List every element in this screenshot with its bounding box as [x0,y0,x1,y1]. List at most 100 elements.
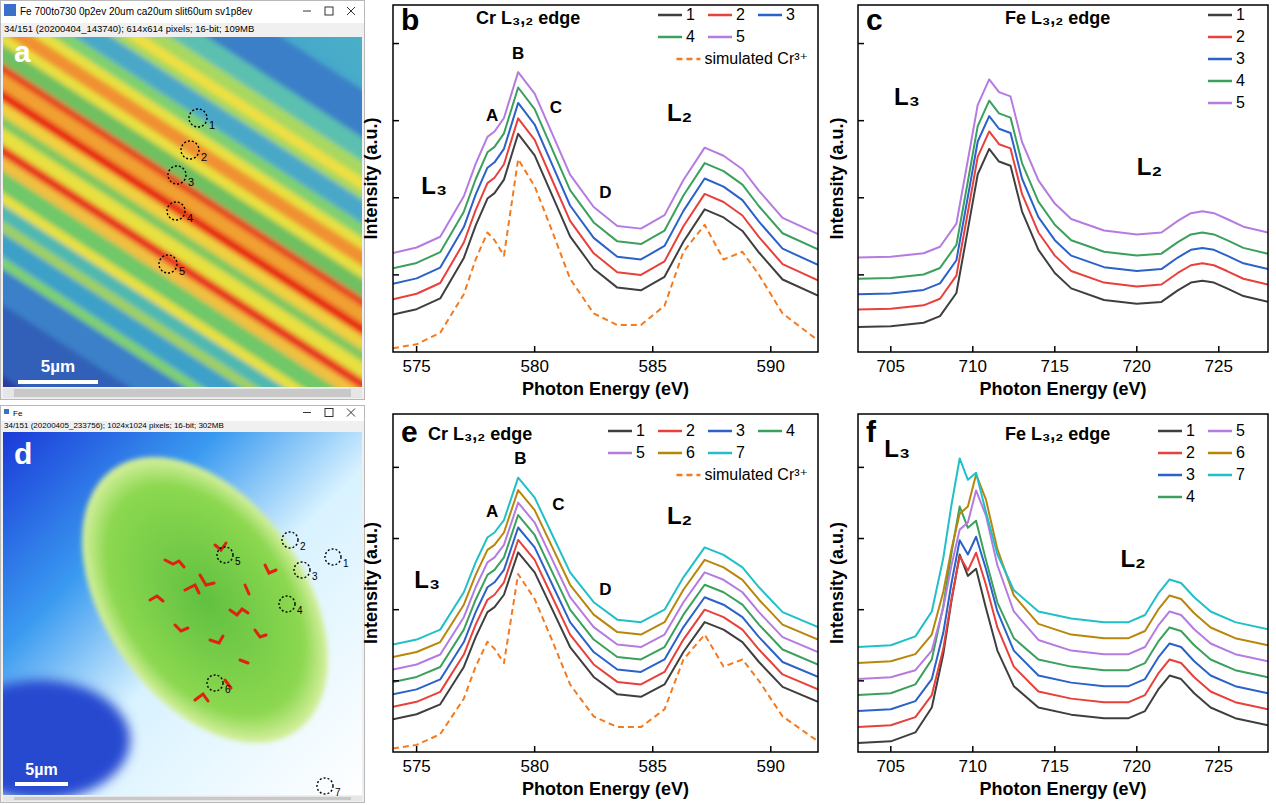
scrollbar[interactable] [3,796,362,801]
x-tick [972,746,974,752]
legend: 12345simulated Cr³⁺ [658,6,808,67]
spot-marker [181,141,199,159]
spectrum-line [393,503,818,670]
x-tick [890,346,892,352]
scrollbar[interactable] [3,388,362,398]
spectrum-line [858,474,1268,663]
spectrum-line [858,101,1268,279]
stripe [3,71,362,387]
peak-label: L₃ [414,566,440,593]
spectrum-line [393,490,818,657]
peak-label: B [514,449,526,468]
peak-label: L₂ [667,99,692,126]
panel-letter: e [401,415,418,448]
plot-frame [393,5,818,352]
x-tick-label: 575 [402,357,430,376]
legend-label: 1 [636,422,645,439]
panel-letter: d [14,437,32,470]
x-tick [652,346,654,352]
spot-label: 7 [335,787,341,798]
legend-swatch [708,14,732,17]
x-tick [652,746,654,752]
legend-label: 1 [1186,422,1195,439]
x-tick-label: 725 [1205,357,1233,376]
data-lines [393,72,818,348]
micrograph [3,37,362,387]
minimize-button[interactable] [303,11,311,12]
y-tick [393,680,399,682]
image-window: Fe 34/151 (20200405_233756); 1024x1024 pi… [0,406,379,803]
x-tick [534,346,536,352]
legend-swatch [1158,496,1182,499]
legend-label: 1 [686,6,695,23]
x-tick-label: 705 [877,757,905,776]
title-bar [1,1,364,23]
spectrum-panel: 705710715720725Photon Energy (eV)Intensi… [827,414,1268,799]
stripes [3,37,362,387]
legend-swatch [1208,102,1232,105]
close-button[interactable] [347,409,355,417]
legend-swatch [1158,474,1182,477]
y-tick [393,538,399,540]
legend-swatch [708,452,732,455]
spot-label: 4 [187,212,193,224]
spectrum-line [393,159,818,348]
image-info: 34/151 (20200405_233756); 1024x1024 pixe… [4,421,224,430]
spot-marker [168,166,186,184]
spot-label: 3 [312,571,318,582]
red-speck [230,609,248,615]
legend-label: 2 [686,422,695,439]
spectrum-line [858,131,1268,309]
spot-marker [167,202,185,220]
close-button[interactable] [347,7,355,15]
legend-swatch [1208,80,1232,83]
panel-letter: c [866,3,883,36]
panel-title: Cr L₃,₂ edge [476,8,580,28]
y-tick [858,680,864,682]
x-tick [1218,346,1220,352]
legend-swatch [758,430,782,433]
maximize-button[interactable] [325,409,333,417]
minimize-button[interactable] [303,412,311,413]
scroll-thumb[interactable] [14,797,351,800]
x-axis-title: Photon Energy (eV) [979,379,1146,399]
peak-label: L₂ [667,502,692,529]
legend-label: 5 [636,444,645,461]
legend-label: 7 [736,444,745,461]
x-axis-title: Photon Energy (eV) [522,779,689,799]
window-title: Fe [13,409,23,418]
x-tick-label: 585 [639,357,667,376]
legend-label: 3 [736,422,745,439]
scale-bar-label: 5µm [41,357,75,376]
maximize-button[interactable] [325,7,333,15]
x-tick-label: 725 [1205,757,1233,776]
legend-label: 6 [1236,444,1245,461]
spot-marker [317,778,333,794]
panel-letter: a [14,35,31,68]
panel-letter: b [401,3,419,36]
legend-swatch [608,430,632,433]
x-tick-label: 590 [757,757,785,776]
spot-label: 5 [179,265,185,277]
scroll-thumb[interactable] [14,389,351,397]
red-speck [200,575,214,585]
peak-label: A [486,106,498,125]
legend-label: simulated Cr³⁺ [704,466,808,483]
legend-label: 4 [786,422,795,439]
spot-marker [282,532,298,548]
y-axis-title: Intensity (a.u.) [827,522,847,644]
red-speck [255,630,266,637]
plot-area [393,5,818,352]
y-tick [858,43,864,45]
peak-label: L₃ [884,435,910,462]
spot-marker [217,547,233,563]
figure: Fe 700to730 0p2ev 20um ca20um slit60um s… [0,0,1276,805]
legend: 12345 [1208,6,1245,111]
legend-swatch [1208,474,1232,477]
spectrum-line [858,149,1268,327]
legend-label: 5 [1236,422,1245,439]
x-tick [1136,346,1138,352]
legend-swatch [1208,36,1232,39]
y-axis-title: Intensity (a.u.) [361,522,381,644]
spot-marker [279,596,295,612]
